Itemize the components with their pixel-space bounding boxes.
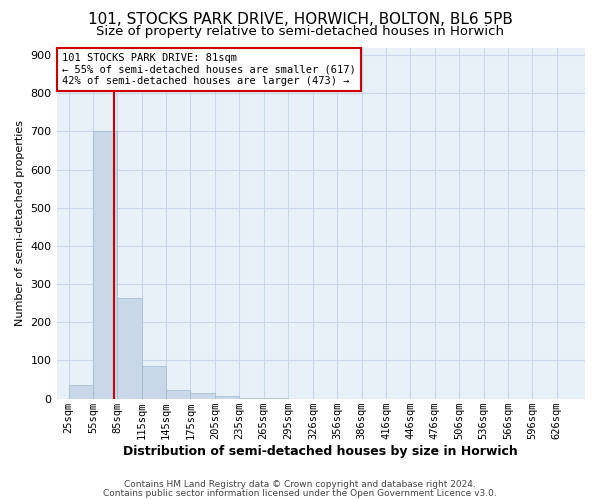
- Text: Contains HM Land Registry data © Crown copyright and database right 2024.: Contains HM Land Registry data © Crown c…: [124, 480, 476, 489]
- Bar: [215, 396, 239, 398]
- Bar: [142, 366, 166, 398]
- Bar: [118, 298, 142, 398]
- X-axis label: Distribution of semi-detached houses by size in Horwich: Distribution of semi-detached houses by …: [124, 444, 518, 458]
- Bar: [190, 393, 215, 398]
- Bar: [69, 386, 93, 398]
- Text: Contains public sector information licensed under the Open Government Licence v3: Contains public sector information licen…: [103, 489, 497, 498]
- Text: 101 STOCKS PARK DRIVE: 81sqm
← 55% of semi-detached houses are smaller (617)
42%: 101 STOCKS PARK DRIVE: 81sqm ← 55% of se…: [62, 53, 356, 86]
- Bar: [166, 390, 190, 398]
- Y-axis label: Number of semi-detached properties: Number of semi-detached properties: [15, 120, 25, 326]
- Text: 101, STOCKS PARK DRIVE, HORWICH, BOLTON, BL6 5PB: 101, STOCKS PARK DRIVE, HORWICH, BOLTON,…: [88, 12, 512, 28]
- Bar: [93, 132, 118, 398]
- Text: Size of property relative to semi-detached houses in Horwich: Size of property relative to semi-detach…: [96, 25, 504, 38]
